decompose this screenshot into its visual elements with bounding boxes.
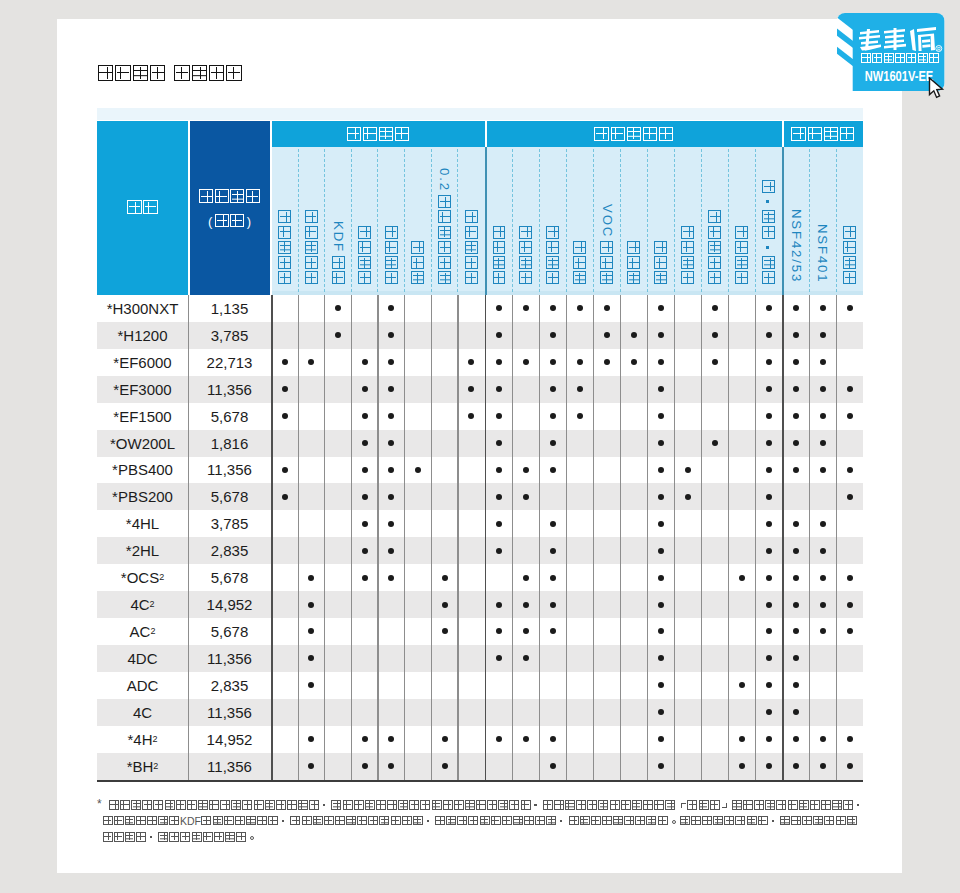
svg-text:R: R: [937, 46, 941, 52]
